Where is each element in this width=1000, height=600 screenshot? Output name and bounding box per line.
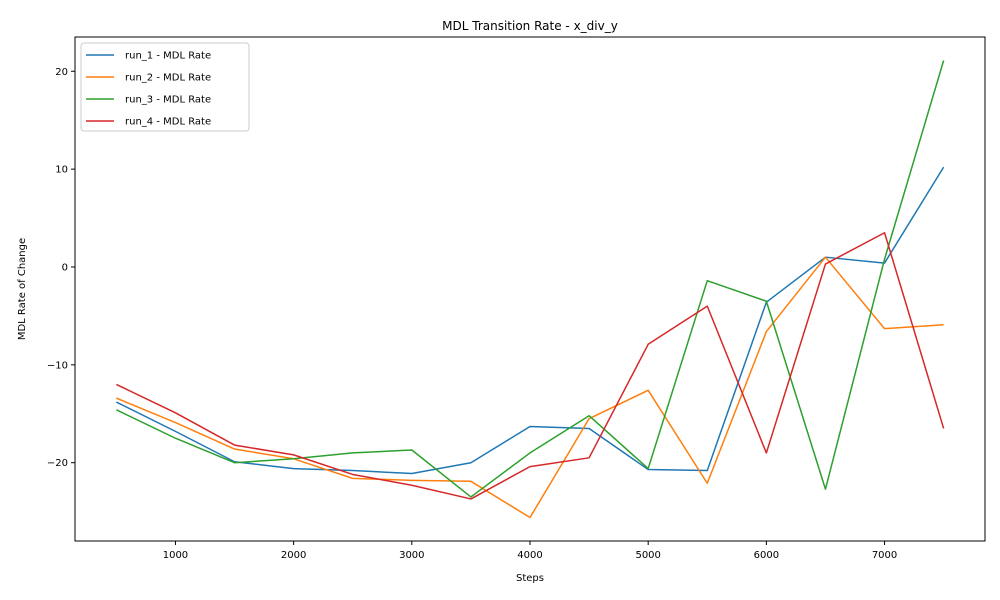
y-tick-label: −20	[47, 458, 68, 469]
series-lines	[116, 60, 945, 519]
x-tick-label: 6000	[754, 550, 779, 561]
x-tick-label: 3000	[399, 550, 424, 561]
legend-label-run-4: run_4 - MDL Rate	[125, 117, 211, 128]
series-line-run-1	[116, 166, 945, 475]
x-tick-label: 7000	[872, 550, 897, 561]
series-line-run-3	[116, 60, 945, 498]
legend: run_1 - MDL Rate run_2 - MDL Rate run_3 - …	[80, 42, 250, 132]
legend-label-run-3: run_3 - MDL Rate	[125, 95, 211, 106]
y-axis-label: MDL Rate of Change	[17, 238, 28, 340]
chart-title: MDL Transition Rate - x_div_y	[442, 19, 618, 33]
x-axis-label: Steps	[516, 573, 544, 584]
y-tick-label: 10	[55, 165, 68, 176]
y-axis: −20 −10 0 10 20	[47, 67, 75, 469]
y-tick-label: 0	[62, 262, 68, 273]
legend-label-run-1: run_1 - MDL Rate	[125, 51, 211, 62]
y-tick-label: 20	[55, 67, 68, 78]
x-tick-label: 4000	[517, 550, 542, 561]
series-line-run-4	[116, 231, 945, 500]
legend-label-run-2: run_2 - MDL Rate	[125, 73, 211, 84]
x-tick-label: 1000	[163, 550, 188, 561]
x-tick-label: 2000	[281, 550, 306, 561]
series-line-run-2	[116, 256, 944, 519]
legend-box	[80, 42, 250, 132]
x-axis: 1000 2000 3000 4000 5000 6000 7000	[163, 541, 897, 561]
y-tick-label: −10	[47, 360, 68, 371]
x-tick-label: 5000	[635, 550, 660, 561]
